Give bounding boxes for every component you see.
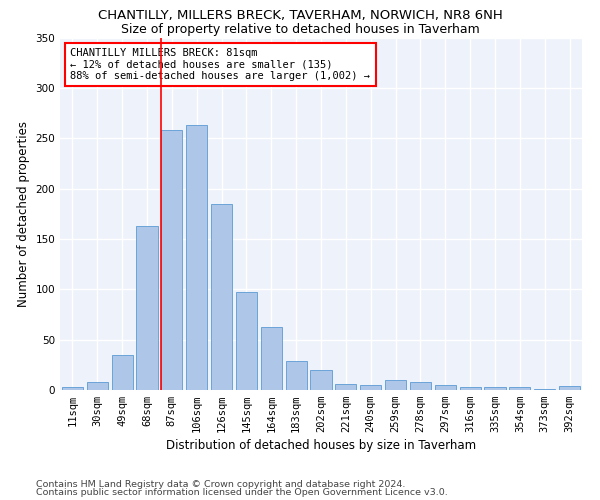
Bar <box>460 387 481 390</box>
Text: Size of property relative to detached houses in Taverham: Size of property relative to detached ho… <box>121 22 479 36</box>
Bar <box>534 389 555 390</box>
Bar <box>410 382 431 390</box>
X-axis label: Distribution of detached houses by size in Taverham: Distribution of detached houses by size … <box>166 440 476 452</box>
Text: CHANTILLY MILLERS BRECK: 81sqm
← 12% of detached houses are smaller (135)
88% of: CHANTILLY MILLERS BRECK: 81sqm ← 12% of … <box>70 48 370 82</box>
Bar <box>186 125 207 390</box>
Bar <box>62 387 83 390</box>
Bar <box>136 226 158 390</box>
Bar <box>261 326 282 390</box>
Text: CHANTILLY, MILLERS BRECK, TAVERHAM, NORWICH, NR8 6NH: CHANTILLY, MILLERS BRECK, TAVERHAM, NORW… <box>98 9 502 22</box>
Bar <box>559 386 580 390</box>
Bar <box>385 380 406 390</box>
Bar <box>236 292 257 390</box>
Bar <box>112 355 133 390</box>
Bar <box>211 204 232 390</box>
Text: Contains HM Land Registry data © Crown copyright and database right 2024.: Contains HM Land Registry data © Crown c… <box>36 480 406 489</box>
Bar <box>484 387 506 390</box>
Bar <box>509 387 530 390</box>
Bar <box>310 370 332 390</box>
Y-axis label: Number of detached properties: Number of detached properties <box>17 120 30 306</box>
Bar <box>360 385 381 390</box>
Bar <box>161 130 182 390</box>
Bar <box>87 382 108 390</box>
Bar <box>286 361 307 390</box>
Text: Contains public sector information licensed under the Open Government Licence v3: Contains public sector information licen… <box>36 488 448 497</box>
Bar <box>335 384 356 390</box>
Bar <box>435 385 456 390</box>
